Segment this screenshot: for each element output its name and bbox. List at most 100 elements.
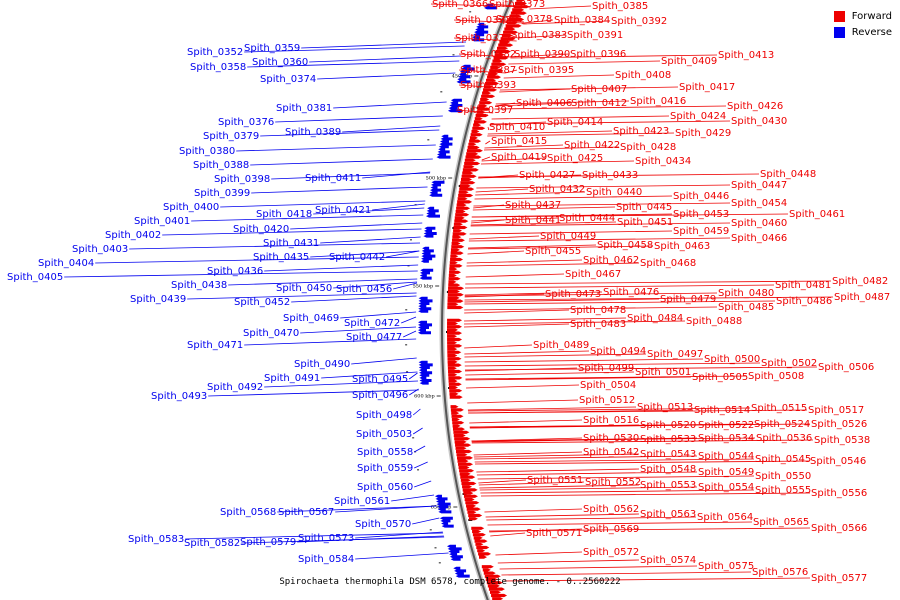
reverse-gene-label[interactable]: Spith_0579 bbox=[240, 537, 296, 548]
forward-gene-label[interactable]: Spith_0545 bbox=[755, 454, 811, 465]
forward-gene-label[interactable]: Spith_0479 bbox=[660, 294, 716, 305]
forward-gene-label[interactable]: Spith_0427 bbox=[519, 170, 575, 181]
forward-gene-label[interactable]: Spith_0480 bbox=[718, 288, 774, 299]
reverse-gene-label[interactable]: Spith_0380 bbox=[179, 146, 235, 157]
forward-gene-label[interactable]: Spith_0391 bbox=[567, 30, 623, 41]
forward-gene-label[interactable]: Spith_0499 bbox=[578, 363, 634, 374]
reverse-gene-label[interactable]: Spith_0490 bbox=[294, 359, 350, 370]
forward-gene-label[interactable]: Spith_0468 bbox=[640, 258, 696, 269]
forward-gene-label[interactable]: Spith_0413 bbox=[718, 50, 774, 61]
forward-gene-label[interactable]: Spith_0422 bbox=[564, 140, 620, 151]
reverse-gene-label[interactable]: Spith_0559 bbox=[357, 463, 413, 474]
forward-gene-label[interactable]: Spith_0378 bbox=[496, 14, 552, 25]
forward-gene-label[interactable]: Spith_0564 bbox=[697, 512, 753, 523]
reverse-gene-label[interactable]: Spith_0561 bbox=[334, 496, 390, 507]
forward-gene-label[interactable]: Spith_0483 bbox=[570, 319, 626, 330]
forward-gene-label[interactable]: Spith_0481 bbox=[775, 280, 831, 291]
reverse-gene-label[interactable]: Spith_0431 bbox=[263, 238, 319, 249]
forward-gene-label[interactable]: Spith_0432 bbox=[529, 184, 585, 195]
reverse-gene-label[interactable]: Spith_0389 bbox=[285, 127, 341, 138]
reverse-gene-label[interactable]: Spith_0438 bbox=[171, 280, 227, 291]
reverse-gene-label[interactable]: Spith_0456 bbox=[336, 284, 392, 295]
forward-gene-label[interactable]: Spith_0382 bbox=[460, 49, 516, 60]
forward-gene-label[interactable]: Spith_0433 bbox=[582, 170, 638, 181]
forward-gene-label[interactable]: Spith_0549 bbox=[698, 467, 754, 478]
reverse-gene-label[interactable]: Spith_0470 bbox=[243, 328, 299, 339]
reverse-gene-label[interactable]: Spith_0583 bbox=[128, 534, 184, 545]
forward-gene-label[interactable]: Spith_0377 bbox=[455, 33, 511, 44]
forward-gene-label[interactable]: Spith_0412 bbox=[571, 98, 627, 109]
forward-gene-label[interactable]: Spith_0444 bbox=[559, 213, 615, 224]
forward-gene-label[interactable]: Spith_0473 bbox=[545, 289, 601, 300]
forward-gene-label[interactable]: Spith_0530 bbox=[583, 433, 639, 444]
forward-gene-label[interactable]: Spith_0451 bbox=[617, 217, 673, 228]
forward-gene-label[interactable]: Spith_0513 bbox=[637, 402, 693, 413]
reverse-gene-label[interactable]: Spith_0401 bbox=[134, 216, 190, 227]
forward-gene-label[interactable]: Spith_0387 bbox=[460, 65, 516, 76]
reverse-gene-label[interactable]: Spith_0404 bbox=[38, 258, 94, 269]
forward-gene-label[interactable]: Spith_0501 bbox=[635, 367, 691, 378]
forward-gene-label[interactable]: Spith_0461 bbox=[789, 209, 845, 220]
forward-gene-label[interactable]: Spith_0366 bbox=[432, 0, 488, 10]
reverse-gene-label[interactable]: Spith_0492 bbox=[207, 382, 263, 393]
reverse-gene-label[interactable]: Spith_0436 bbox=[207, 266, 263, 277]
forward-gene-label[interactable]: Spith_0415 bbox=[491, 136, 547, 147]
forward-gene-label[interactable]: Spith_0502 bbox=[761, 358, 817, 369]
forward-gene-label[interactable]: Spith_0566 bbox=[811, 523, 867, 534]
forward-gene-label[interactable]: Spith_0487 bbox=[834, 292, 890, 303]
reverse-gene-label[interactable]: Spith_0472 bbox=[344, 318, 400, 329]
forward-gene-label[interactable]: Spith_0460 bbox=[731, 218, 787, 229]
forward-gene-label[interactable]: Spith_0463 bbox=[654, 241, 710, 252]
forward-gene-label[interactable]: Spith_0485 bbox=[718, 302, 774, 313]
forward-gene-label[interactable]: Spith_0556 bbox=[811, 488, 867, 499]
forward-gene-label[interactable]: Spith_0575 bbox=[698, 561, 754, 572]
forward-gene-label[interactable]: Spith_0571 bbox=[526, 528, 582, 539]
forward-gene-label[interactable]: Spith_0522 bbox=[698, 420, 754, 431]
reverse-gene-label[interactable]: Spith_0471 bbox=[187, 340, 243, 351]
forward-gene-label[interactable]: Spith_0524 bbox=[754, 419, 810, 430]
forward-gene-label[interactable]: Spith_0508 bbox=[748, 371, 804, 382]
reverse-gene-label[interactable]: Spith_0452 bbox=[234, 297, 290, 308]
reverse-gene-label[interactable]: Spith_0352 bbox=[187, 47, 243, 58]
forward-gene-label[interactable]: Spith_0385 bbox=[592, 1, 648, 12]
forward-gene-label[interactable]: Spith_0462 bbox=[583, 255, 639, 266]
forward-gene-label[interactable]: Spith_0563 bbox=[640, 509, 696, 520]
forward-gene-label[interactable]: Spith_0576 bbox=[752, 567, 808, 578]
reverse-gene-label[interactable]: Spith_0388 bbox=[193, 160, 249, 171]
forward-gene-label[interactable]: Spith_0562 bbox=[583, 504, 639, 515]
forward-gene-label[interactable]: Spith_0542 bbox=[583, 447, 639, 458]
reverse-gene-label[interactable]: Spith_0567 bbox=[278, 507, 334, 518]
forward-gene-label[interactable]: Spith_0406 bbox=[516, 98, 572, 109]
reverse-gene-label[interactable]: Spith_0498 bbox=[356, 410, 412, 421]
forward-gene-label[interactable]: Spith_0565 bbox=[753, 517, 809, 528]
forward-gene-label[interactable]: Spith_0569 bbox=[583, 524, 639, 535]
forward-gene-label[interactable]: Spith_0482 bbox=[832, 276, 888, 287]
forward-gene-label[interactable]: Spith_0476 bbox=[603, 287, 659, 298]
forward-gene-label[interactable]: Spith_0408 bbox=[615, 70, 671, 81]
forward-gene-label[interactable]: Spith_0416 bbox=[630, 96, 686, 107]
reverse-gene-label[interactable]: Spith_0398 bbox=[214, 174, 270, 185]
reverse-gene-label[interactable]: Spith_0358 bbox=[190, 62, 246, 73]
forward-gene-label[interactable]: Spith_0424 bbox=[670, 111, 726, 122]
forward-gene-label[interactable]: Spith_0428 bbox=[620, 142, 676, 153]
forward-gene-label[interactable]: Spith_0426 bbox=[727, 101, 783, 112]
forward-gene-label[interactable]: Spith_0440 bbox=[586, 187, 642, 198]
forward-gene-label[interactable]: Spith_0407 bbox=[571, 84, 627, 95]
reverse-gene-label[interactable]: Spith_0570 bbox=[355, 519, 411, 530]
forward-gene-label[interactable]: Spith_0396 bbox=[570, 49, 626, 60]
forward-gene-label[interactable]: Spith_0489 bbox=[533, 340, 589, 351]
reverse-gene-label[interactable]: Spith_0420 bbox=[233, 224, 289, 235]
reverse-gene-label[interactable]: Spith_0400 bbox=[163, 202, 219, 213]
forward-gene-label[interactable]: Spith_0449 bbox=[540, 231, 596, 242]
forward-gene-label[interactable]: Spith_0538 bbox=[814, 435, 870, 446]
reverse-gene-label[interactable]: Spith_0402 bbox=[105, 230, 161, 241]
forward-gene-label[interactable]: Spith_0544 bbox=[698, 451, 754, 462]
forward-gene-label[interactable]: Spith_0478 bbox=[570, 305, 626, 316]
forward-gene-label[interactable]: Spith_0390 bbox=[514, 49, 570, 60]
reverse-gene-label[interactable]: Spith_0560 bbox=[357, 482, 413, 493]
reverse-gene-label[interactable]: Spith_0493 bbox=[151, 391, 207, 402]
reverse-gene-label[interactable]: Spith_0477 bbox=[346, 332, 402, 343]
forward-gene-label[interactable]: Spith_0555 bbox=[755, 485, 811, 496]
forward-gene-label[interactable]: Spith_0414 bbox=[547, 117, 603, 128]
forward-gene-label[interactable]: Spith_0445 bbox=[616, 202, 672, 213]
